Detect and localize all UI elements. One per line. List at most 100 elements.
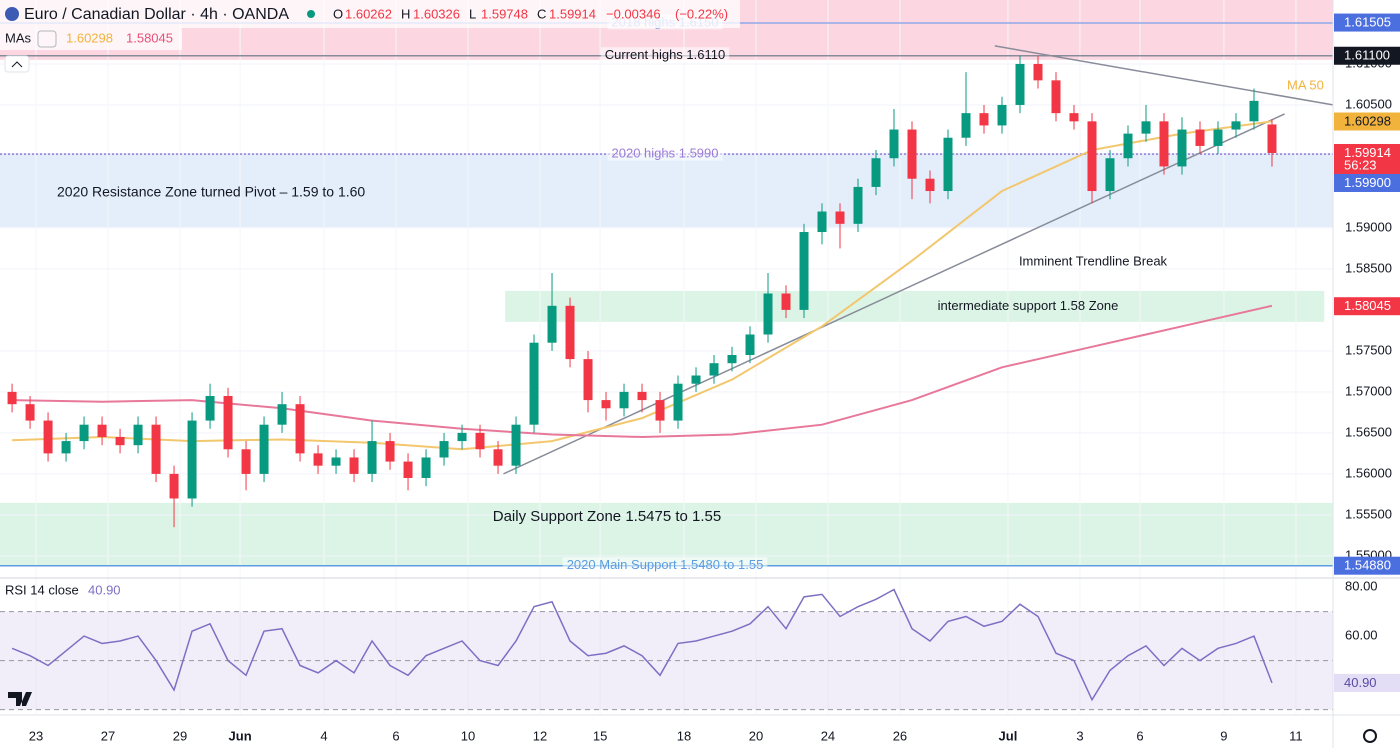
ma-name: MA 50: [1287, 77, 1324, 92]
candle-body: [349, 457, 359, 474]
candle-body: [601, 400, 611, 409]
candle-body: [7, 391, 17, 405]
candle-body: [259, 424, 269, 474]
candle-body: [97, 424, 107, 437]
candle-body: [745, 334, 755, 355]
rsi-tick-label: 80.00: [1345, 579, 1378, 594]
ohlc-key: L: [469, 6, 476, 21]
x-tick-label: 6: [392, 728, 399, 743]
price-badge-label: 1.59900: [1344, 175, 1391, 190]
candle-body: [727, 354, 737, 364]
candle-body: [187, 420, 197, 499]
candle-body: [997, 104, 1007, 126]
candle-body: [961, 113, 971, 138]
candle-body: [1015, 63, 1025, 105]
candle-body: [925, 178, 935, 192]
candle-body: [61, 441, 71, 454]
price-badge: [1334, 556, 1400, 575]
candle-body: [511, 424, 521, 466]
zone: [505, 290, 1325, 322]
y-tick-label: 1.57500: [1345, 342, 1392, 357]
candle-body: [673, 383, 683, 421]
ohlc-key: C: [537, 6, 546, 21]
x-tick-label: 3: [1076, 728, 1083, 743]
ma-line: [12, 304, 1273, 438]
y-tick-label: 1.57000: [1345, 383, 1392, 398]
candle-body: [565, 305, 575, 360]
collapse-icon: [11, 61, 23, 68]
candle-body: [1141, 121, 1151, 134]
ma-value: 1.60298: [66, 30, 113, 45]
price-badge: [1334, 297, 1400, 316]
rsi-line: [11, 588, 1273, 702]
x-tick-label: 27: [101, 728, 115, 743]
settings-icon[interactable]: [1363, 729, 1377, 743]
rsi-pane: [0, 578, 1333, 715]
level-label: Current highs 1.6110: [605, 47, 725, 62]
candle-body: [313, 453, 323, 466]
x-tick-label: 11: [1289, 728, 1303, 743]
mas-label: MAs: [5, 30, 32, 45]
trendline: [994, 45, 1333, 106]
candle-body: [439, 441, 449, 458]
price-pane: 2018 highs 1.6150Current highs 1.6110202…: [0, 0, 1333, 573]
y-tick-label: 1.60500: [1345, 96, 1392, 111]
candle-body: [1105, 158, 1115, 192]
candle-body: [295, 404, 305, 454]
candle-body: [331, 457, 341, 466]
rsi-badge-label: 40.90: [1344, 675, 1377, 690]
ma-value: 1.58045: [126, 30, 173, 45]
level-label-bg: [562, 557, 768, 573]
level-label: 2020 Main Support 1.5480 to 1.55: [567, 557, 764, 572]
candle-body: [169, 473, 179, 499]
y-tick-label: 1.58500: [1345, 260, 1392, 275]
candle-body: [1231, 121, 1241, 130]
y-tick-label: 1.56000: [1345, 465, 1392, 480]
x-tick-label: 29: [173, 728, 187, 743]
candle-body: [403, 461, 413, 478]
trendline: [503, 113, 1285, 475]
candle-body: [763, 293, 773, 335]
candle-body: [133, 424, 143, 446]
ohlc-value: 1.59748: [481, 6, 528, 21]
candle-body: [1051, 80, 1061, 114]
candle-body: [475, 432, 485, 450]
level-label: 2020 highs 1.5990: [612, 146, 719, 161]
zone-label: Daily Support Zone 1.5475 to 1.55: [493, 508, 722, 525]
candle-body: [1249, 100, 1259, 122]
candle-body: [1177, 129, 1187, 167]
x-tick-label: 6: [1136, 728, 1143, 743]
candle-body: [1267, 124, 1277, 153]
price-badge: [1334, 173, 1400, 192]
legend-backdrop: [0, 28, 182, 50]
price-badge: [1334, 13, 1400, 32]
candle-body: [943, 137, 953, 192]
ma-line: [12, 120, 1273, 451]
candle-body: [1159, 121, 1169, 167]
x-tick-label: 12: [533, 728, 547, 743]
candle-body: [835, 211, 845, 224]
ohlc-value: 1.60262: [345, 6, 392, 21]
candle-body: [421, 457, 431, 478]
eye-icon[interactable]: [37, 30, 57, 48]
price-badge-label: 1.61505: [1344, 14, 1391, 29]
x-tick-label: 18: [677, 728, 691, 743]
candle-body: [457, 432, 467, 442]
candle-body: [637, 391, 647, 401]
candle-body: [1069, 113, 1079, 122]
legend-backdrop: [0, 0, 740, 28]
candle-body: [1195, 129, 1205, 146]
candle-body: [799, 232, 809, 310]
price-badge-label: 1.61100: [1344, 48, 1390, 63]
y-tick-label: 1.55500: [1345, 506, 1392, 521]
symbol-title: Euro / Canadian Dollar · 4h · OANDA: [24, 6, 289, 23]
collapse-button[interactable]: [4, 55, 30, 73]
change-pct: (−0.22%): [675, 6, 728, 21]
rsi-tick-label: 60.00: [1345, 628, 1378, 643]
candle-body: [1087, 121, 1097, 192]
x-tick-label: 4: [320, 728, 327, 743]
countdown: 56:23: [1344, 157, 1377, 172]
zone-label: 2020 Resistance Zone turned Pivot – 1.59…: [57, 184, 365, 200]
x-tick-label: 10: [461, 728, 475, 743]
